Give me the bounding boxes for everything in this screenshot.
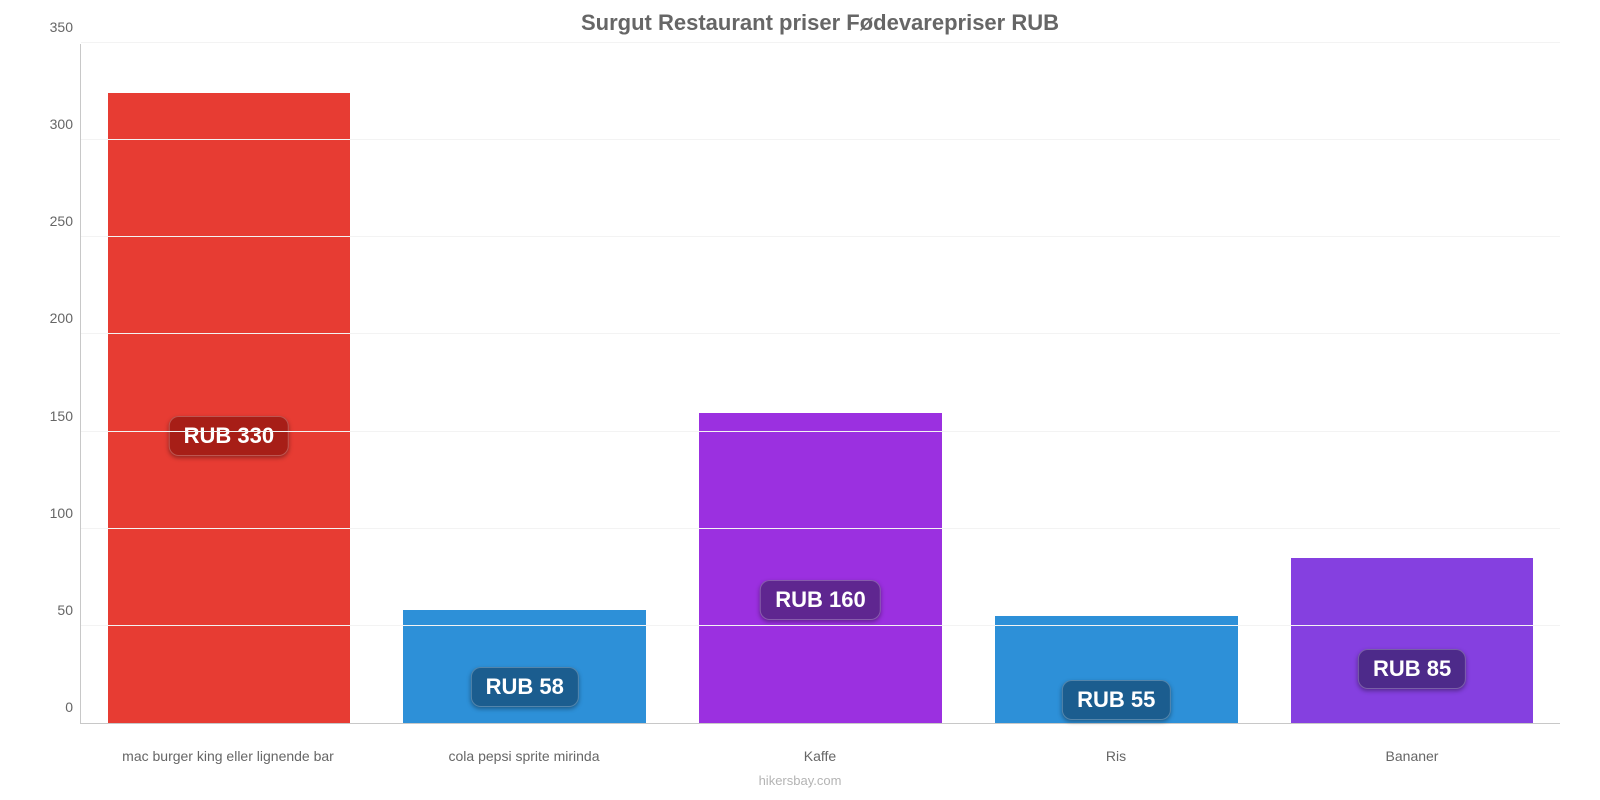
y-tick-label: 250 xyxy=(31,213,73,229)
x-tick-label: mac burger king eller lignende bar xyxy=(80,748,376,764)
value-badge: RUB 160 xyxy=(760,580,880,620)
bars-group: RUB 330 RUB 58 RUB 160 RUB 55 RUB 85 xyxy=(81,44,1560,723)
bar: RUB 58 xyxy=(403,610,646,723)
bar: RUB 160 xyxy=(699,413,942,723)
y-tick-label: 150 xyxy=(31,408,73,424)
x-tick-label: cola pepsi sprite mirinda xyxy=(376,748,672,764)
bar-slot: RUB 330 xyxy=(81,44,377,723)
bar-slot: RUB 58 xyxy=(377,44,673,723)
x-tick-label: Kaffe xyxy=(672,748,968,764)
gridline xyxy=(81,42,1560,43)
gridline xyxy=(81,333,1560,334)
plot-area: RUB 330RUB 58RUB 160RUB 55RUB 85 0501001… xyxy=(80,44,1560,724)
y-tick-label: 350 xyxy=(31,19,73,35)
y-tick-label: 200 xyxy=(31,310,73,326)
value-badge: RUB 85 xyxy=(1358,649,1466,689)
bar: RUB 330 xyxy=(108,93,351,723)
chart-title: Surgut Restaurant priser Fødevarepriser … xyxy=(80,10,1560,36)
x-tick-label: Ris xyxy=(968,748,1264,764)
bar-slot: RUB 160 xyxy=(673,44,969,723)
price-chart: Surgut Restaurant priser Fødevarepriser … xyxy=(0,0,1600,800)
gridline xyxy=(81,528,1560,529)
y-tick-label: 300 xyxy=(31,116,73,132)
value-badge: RUB 58 xyxy=(471,667,579,707)
x-tick-label: Bananer xyxy=(1264,748,1560,764)
y-tick-label: 50 xyxy=(31,602,73,618)
bar-slot: RUB 85 xyxy=(1264,44,1560,723)
y-tick-label: 100 xyxy=(31,505,73,521)
y-tick-label: 0 xyxy=(31,699,73,715)
value-badge: RUB 55 xyxy=(1062,680,1170,720)
gridline xyxy=(81,431,1560,432)
attribution-text: hikersbay.com xyxy=(0,773,1600,788)
value-badge: RUB 330 xyxy=(169,416,289,456)
gridline xyxy=(81,625,1560,626)
bar-slot: RUB 55 xyxy=(968,44,1264,723)
bar: RUB 55 xyxy=(995,616,1238,723)
gridline xyxy=(81,139,1560,140)
x-axis-labels: mac burger king eller lignende barcola p… xyxy=(80,748,1560,764)
bar: RUB 85 xyxy=(1291,558,1534,723)
gridline xyxy=(81,236,1560,237)
